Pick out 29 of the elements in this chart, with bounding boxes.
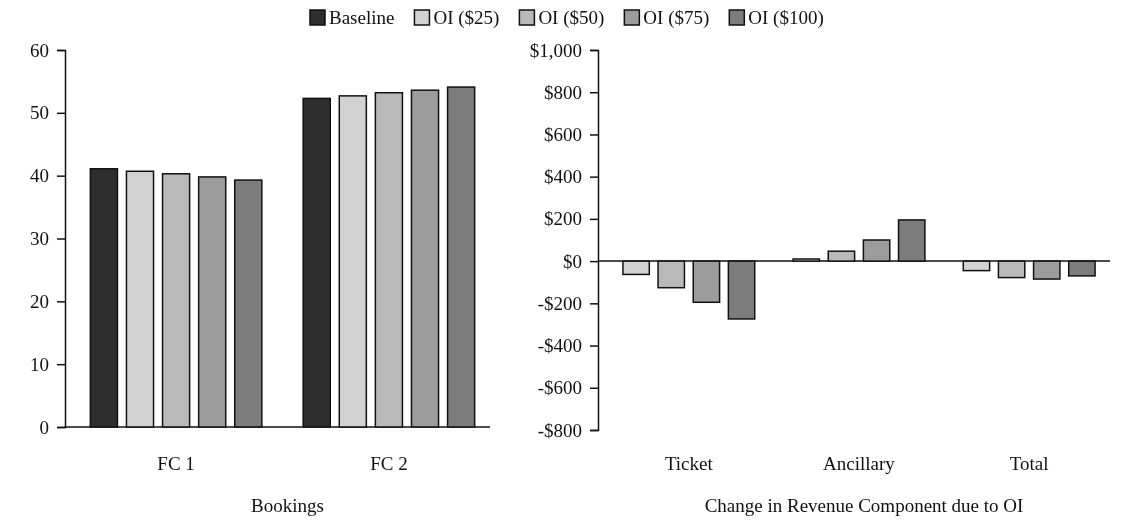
y-tick-label: $400 bbox=[544, 166, 582, 188]
y-tick-label: 10 bbox=[30, 353, 49, 375]
y-tick-label: 0 bbox=[39, 416, 49, 438]
y-tick-label: 60 bbox=[30, 39, 49, 61]
legend-label: OI ($25) bbox=[433, 7, 500, 29]
y-tick-label: 50 bbox=[30, 102, 49, 124]
legend-label: OI ($75) bbox=[643, 7, 710, 29]
y-tick-label: -$200 bbox=[537, 292, 582, 314]
y-tick-label: $200 bbox=[544, 208, 582, 230]
legend-label: OI ($50) bbox=[538, 7, 605, 29]
y-tick-label: $600 bbox=[544, 124, 582, 146]
y-tick-label: $0 bbox=[563, 250, 582, 272]
x-tick-label: Ticket bbox=[664, 453, 714, 474]
x-tick-label: Ancillary bbox=[823, 453, 896, 474]
y-tick-label: 20 bbox=[30, 290, 49, 312]
legend-label: OI ($100) bbox=[748, 7, 824, 29]
y-tick-label: $1,000 bbox=[529, 39, 582, 61]
y-tick-label: -$400 bbox=[537, 335, 582, 357]
x-axis-title: Bookings bbox=[251, 495, 324, 516]
x-tick-label: FC 2 bbox=[370, 453, 408, 474]
x-axis-title: Change in Revenue Component due to OI bbox=[704, 495, 1024, 516]
legend-label: Baseline bbox=[329, 7, 395, 28]
y-tick-label: -$800 bbox=[537, 419, 582, 441]
y-tick-label: $800 bbox=[544, 81, 582, 103]
y-tick-label: 30 bbox=[30, 228, 49, 250]
y-tick-label: -$600 bbox=[537, 377, 582, 399]
x-tick-label: FC 1 bbox=[157, 453, 195, 474]
y-tick-label: 40 bbox=[30, 165, 49, 187]
x-tick-label: Total bbox=[1009, 453, 1049, 474]
